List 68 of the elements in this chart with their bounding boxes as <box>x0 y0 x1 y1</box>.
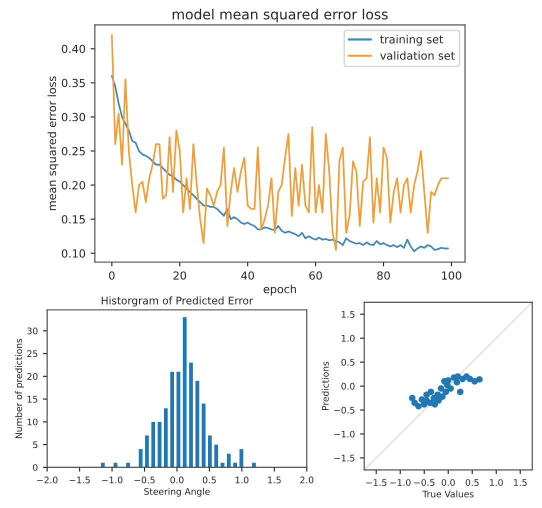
chart-title: model mean squared error loss <box>172 8 388 22</box>
point <box>442 388 450 396</box>
y-tick-label: 0.30 <box>62 112 86 122</box>
x-tick-label: −0.5 <box>134 476 155 484</box>
point <box>454 378 460 386</box>
y-tick-label: 0.40 <box>62 44 86 54</box>
y-tick-label: 10 <box>28 418 38 426</box>
legend-label: validation set <box>380 51 455 60</box>
legend-label: training set <box>380 34 444 46</box>
y-tick-label: 20 <box>27 373 38 380</box>
x-tick-label: 0.5 <box>202 476 216 484</box>
point <box>476 376 483 383</box>
y-tick-label: 1.0 <box>342 334 355 342</box>
y-tick-label: 0.35 <box>62 78 85 88</box>
x-tick-label: 20 <box>174 271 186 280</box>
point <box>439 393 446 400</box>
point <box>456 388 464 396</box>
y-tick-label: 0.5 <box>341 358 354 366</box>
x-tick-label: 1.0 <box>236 476 248 484</box>
y-tick-label: 0.10 <box>62 249 86 258</box>
x-tick-label: 80 <box>377 271 390 280</box>
point <box>438 385 444 392</box>
line-series <box>110 75 449 252</box>
point <box>428 388 434 396</box>
x-tick-label: 100 <box>442 271 462 280</box>
y-tick-label: −0.5 <box>334 406 354 414</box>
point <box>447 385 454 392</box>
x-tick-label: 1.0 <box>490 479 503 486</box>
x-tick-label: 0.5 <box>466 479 479 486</box>
x-tick-label: −2.0 <box>37 476 58 484</box>
y-tick-label: 0 <box>32 464 38 471</box>
y-tick-label: 5 <box>33 441 38 448</box>
y-axis-title: mean squared error loss <box>48 76 58 210</box>
x-tick-label: −1.5 <box>70 476 90 484</box>
x-tick-label: −1.5 <box>366 479 386 486</box>
y-tick-label: −1.0 <box>334 430 355 438</box>
x-tick-label: 1.5 <box>268 476 281 484</box>
chart-title: Historgram of Predicted Error <box>102 296 254 306</box>
point <box>408 394 416 402</box>
y-tick-label: 0.20 <box>62 181 86 190</box>
point <box>454 373 462 380</box>
x-tick-label: 1.5 <box>514 479 527 486</box>
y-tick-label: 0.25 <box>62 146 85 156</box>
y-axis-title: Number of predictions <box>15 338 24 438</box>
point <box>415 402 422 410</box>
x-axis-title: epoch <box>264 284 296 296</box>
x-tick-label: 60 <box>309 271 322 280</box>
x-tick-label: −1.0 <box>102 476 122 484</box>
point <box>432 401 438 408</box>
point <box>444 377 452 384</box>
y-tick-label: −1.5 <box>334 454 354 462</box>
y-tick-label: 1.5 <box>342 311 354 318</box>
y-tick-label: 30 <box>27 328 38 334</box>
x-tick-label: 2.0 <box>300 476 314 484</box>
x-tick-label: 0.0 <box>170 476 184 484</box>
y-tick-label: 25 <box>27 350 38 358</box>
y-tick-label: 0.15 <box>62 215 85 224</box>
y-tick-label: 15 <box>28 396 38 403</box>
x-axis-title: Steering Angle <box>144 488 210 497</box>
x-tick-label: −0.5 <box>414 479 434 486</box>
x-tick-label: 0 <box>109 271 115 280</box>
x-tick-label: 0.0 <box>442 479 455 486</box>
y-axis-title: Predictions <box>322 362 329 410</box>
point <box>466 376 474 382</box>
y-tick-label: 0.0 <box>341 382 355 390</box>
x-axis-title: True Values <box>422 490 474 498</box>
x-tick-label: 40 <box>241 271 254 280</box>
x-tick-label: −1.0 <box>390 479 411 486</box>
